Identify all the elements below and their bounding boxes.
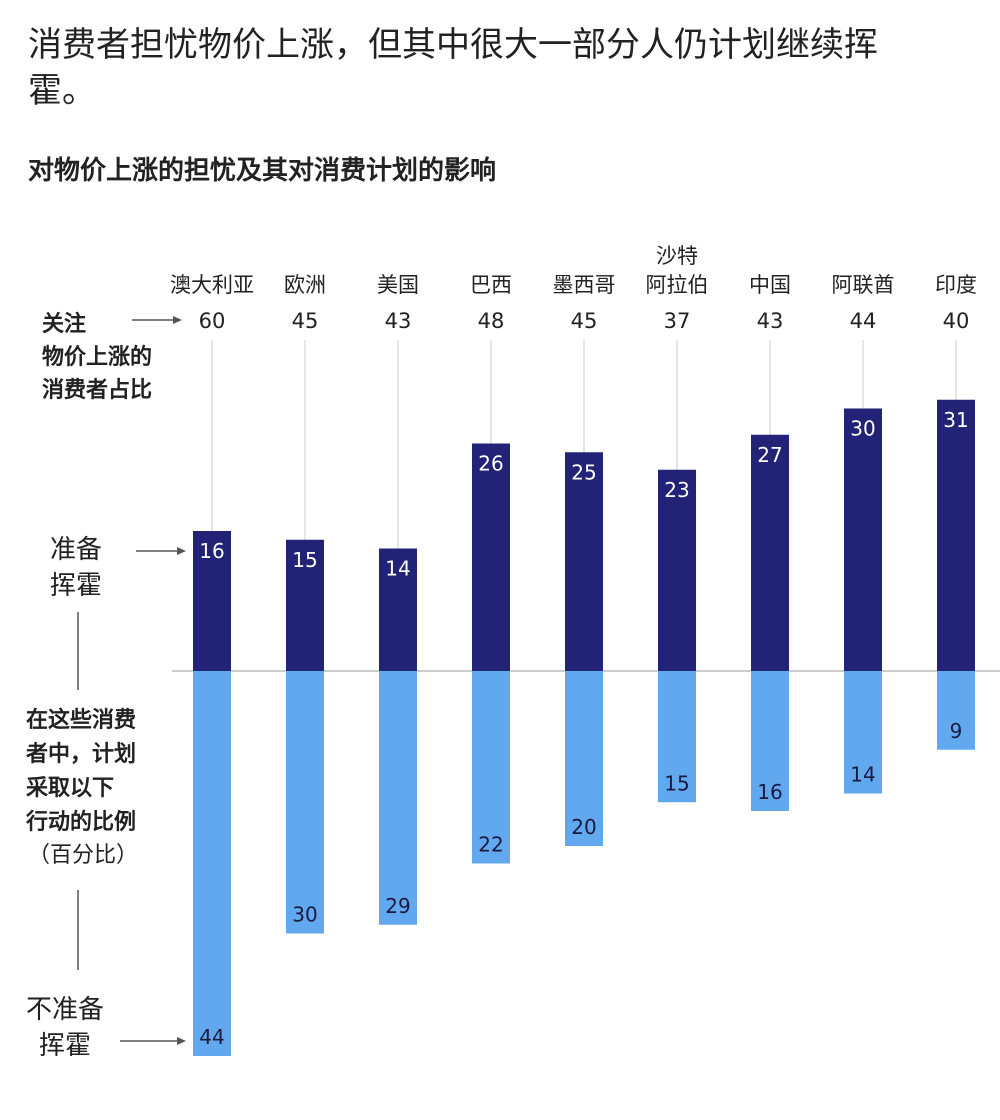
concerned-value: 43 xyxy=(385,309,412,333)
concerned-value: 44 xyxy=(850,309,877,333)
concerned-value: 40 xyxy=(943,309,970,333)
splurge-label: 准备 挥霍 xyxy=(50,535,103,601)
concerned-value: 43 xyxy=(757,309,784,333)
category-label: 巴西 xyxy=(470,273,512,297)
category-label: 墨西哥 xyxy=(553,273,616,297)
concerned-value: 48 xyxy=(478,309,505,333)
bar-splurge-label: 27 xyxy=(757,443,782,467)
bar-splurge xyxy=(658,469,696,671)
concerned-value: 45 xyxy=(571,309,598,333)
bar-not-splurge-label: 16 xyxy=(757,780,782,804)
category-label: 澳大利亚 xyxy=(170,273,254,297)
bar-splurge xyxy=(286,539,324,671)
bar-not-splurge xyxy=(658,671,696,803)
bar-splurge-label: 31 xyxy=(943,408,968,432)
category-label: 中国 xyxy=(749,273,791,297)
bar-splurge-label: 26 xyxy=(478,452,503,476)
bar-splurge-label: 23 xyxy=(664,478,689,502)
page-title: 消费者担忧物价上涨，但其中很大一部分人仍计划继续挥霍。 xyxy=(28,25,878,111)
category-label: 沙特 xyxy=(656,244,698,268)
concerned-value: 45 xyxy=(292,309,319,333)
percent-label: （百分比） xyxy=(28,843,139,868)
bar-not-splurge xyxy=(937,671,975,750)
bar-not-splurge-label: 44 xyxy=(199,1025,224,1049)
bar-not-splurge xyxy=(193,671,231,1056)
bar-splurge-label: 30 xyxy=(850,417,875,441)
concerned-arrow-head xyxy=(173,316,182,324)
category-label: 阿拉伯 xyxy=(646,273,709,297)
bar-not-splurge xyxy=(565,671,603,846)
category-label: 阿联酋 xyxy=(832,273,895,297)
concerned-label: 关注 物价上涨的 消费者占比 xyxy=(42,312,153,403)
bar-splurge-label: 15 xyxy=(292,548,317,572)
concerned-value: 60 xyxy=(199,309,226,333)
bar-not-splurge xyxy=(379,671,417,925)
bar-splurge xyxy=(751,434,789,671)
bar-not-splurge-label: 14 xyxy=(850,763,875,787)
bar-not-splurge xyxy=(472,671,510,864)
bar-not-splurge-label: 9 xyxy=(950,719,963,743)
bar-splurge-label: 25 xyxy=(571,460,596,484)
not-splurge-label: 不准备 挥霍 xyxy=(26,995,105,1061)
splurge-arrow-head xyxy=(177,547,186,555)
concerned-value: 37 xyxy=(664,309,691,333)
bar-splurge xyxy=(565,452,603,671)
not-splurge-arrow-head xyxy=(177,1037,186,1045)
bar-splurge xyxy=(193,531,231,671)
bar-splurge xyxy=(379,548,417,671)
category-label: 美国 xyxy=(377,273,419,297)
bar-splurge xyxy=(937,399,975,671)
bar-splurge-label: 16 xyxy=(199,539,224,563)
bar-splurge xyxy=(844,408,882,671)
bar-not-splurge-label: 30 xyxy=(292,903,317,927)
bar-not-splurge-label: 22 xyxy=(478,833,503,857)
category-label: 印度 xyxy=(935,273,977,297)
bar-not-splurge-label: 29 xyxy=(385,894,410,918)
bar-not-splurge xyxy=(844,671,882,794)
chart-subtitle: 对物价上涨的担忧及其对消费计划的影响 xyxy=(28,156,497,186)
bar-not-splurge xyxy=(286,671,324,934)
share-planning-label: 在这些消费 者中，计划 采取以下 行动的比例 xyxy=(26,708,137,835)
bar-not-splurge xyxy=(751,671,789,811)
bar-not-splurge-label: 15 xyxy=(664,771,689,795)
bar-splurge-label: 14 xyxy=(385,557,410,581)
bar-not-splurge-label: 20 xyxy=(571,815,596,839)
bar-splurge xyxy=(472,443,510,671)
category-label: 欧洲 xyxy=(284,273,326,297)
